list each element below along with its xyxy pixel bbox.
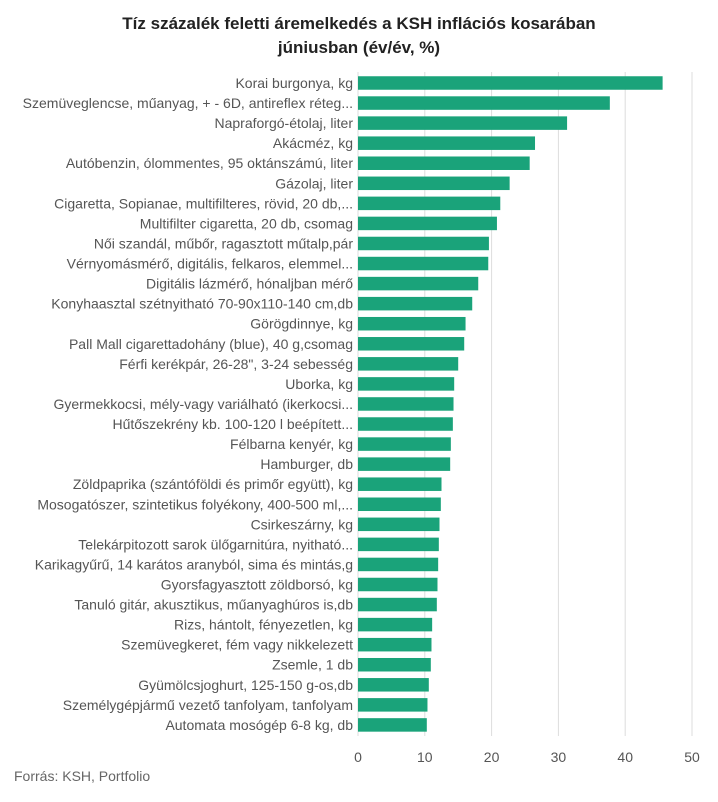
- bar: [358, 96, 610, 110]
- bar: [358, 657, 431, 672]
- x-tick-label: 50: [684, 749, 700, 765]
- category-label: Mosogatószer, szintetikus folyékony, 400…: [37, 496, 353, 512]
- bar: [358, 617, 433, 632]
- category-label: Zöldpaprika (szántóföldi és primőr együt…: [73, 476, 353, 492]
- category-label: Napraforgó-étolaj, liter: [214, 115, 353, 131]
- category-label: Cigaretta, Sopianae, multifilteres, rövi…: [54, 195, 353, 211]
- bar: [358, 136, 536, 150]
- category-label: Automata mosógép 6-8 kg, db: [165, 717, 353, 733]
- category-label: Zsemle, 1 db: [272, 657, 353, 673]
- category-label: Multifilter cigaretta, 20 db, csomag: [140, 215, 353, 231]
- category-label: Hamburger, db: [260, 456, 353, 472]
- x-tick-label: 40: [617, 749, 633, 765]
- bar: [358, 216, 497, 231]
- category-label: Uborka, kg: [285, 376, 353, 392]
- category-label: Autóbenzin, ólommentes, 95 oktánszámú, l…: [66, 155, 353, 171]
- bar: [358, 176, 510, 191]
- category-label: Szemüveglencse, műanyag, + - 6D, antiref…: [23, 95, 353, 111]
- category-label: Férfi kerékpár, 26-28", 3-24 sebesség: [119, 356, 353, 372]
- category-label: Szemüvegkeret, fém vagy nikkelezett: [121, 637, 353, 653]
- category-label: Gyermekkocsi, mély-vagy variálható (iker…: [53, 396, 353, 412]
- bar: [358, 316, 466, 331]
- bar: [358, 437, 451, 451]
- category-label: Vérnyomásmérő, digitális, felkaros, elem…: [67, 256, 353, 272]
- chart-title-line-1: Tíz százalék feletti áremelkedés a KSH i…: [122, 14, 596, 33]
- category-label: Pall Mall cigarettadohány (blue), 40 g,c…: [69, 336, 353, 352]
- category-label: Női szandál, műbőr, ragasztott műtalp,pá…: [94, 235, 353, 251]
- bar: [358, 718, 427, 732]
- bar: [358, 537, 439, 552]
- category-label: Digitális lázmérő, hónaljban mérő: [146, 276, 353, 292]
- bar: [358, 357, 459, 371]
- bar: [358, 457, 451, 471]
- bar: [358, 76, 663, 90]
- bar: [358, 196, 501, 211]
- category-label: Akácméz, kg: [273, 135, 353, 151]
- bar: [358, 276, 479, 291]
- category-label: Gázolaj, liter: [275, 175, 353, 191]
- bar: [358, 377, 455, 391]
- category-label: Konyhaasztal szétnyitható 70-90x110-140 …: [51, 296, 353, 312]
- bar: [358, 156, 530, 170]
- bar: [358, 517, 440, 532]
- bar: [358, 256, 489, 271]
- bar: [358, 577, 438, 592]
- bar: [358, 236, 489, 251]
- category-label: Rizs, hántolt, fényezetlen, kg: [174, 617, 353, 633]
- category-label: Félbarna kenyér, kg: [230, 436, 353, 452]
- category-label: Tanuló gitár, akusztikus, műanyaghúros i…: [74, 597, 353, 613]
- source-note: Forrás: KSH, Portfolio: [14, 768, 151, 784]
- category-label: Gyümölcsjoghurt, 125-150 g-os,db: [138, 677, 353, 693]
- x-tick-label: 20: [484, 749, 500, 765]
- bar: [358, 417, 453, 431]
- bar: [358, 637, 432, 652]
- bar: [358, 296, 473, 311]
- category-label: Csirkeszárny, kg: [251, 516, 353, 532]
- x-tick-label: 0: [354, 749, 362, 765]
- category-label: Személygépjármű vezető tanfolyam, tanfol…: [63, 697, 353, 713]
- category-label: Karikagyűrű, 14 karátos aranyból, sima é…: [35, 556, 353, 572]
- bar: [358, 497, 441, 512]
- x-tick-label: 10: [417, 749, 433, 765]
- chart-title-line-2: júniusban (év/év, %): [277, 38, 441, 57]
- bar: [358, 477, 442, 491]
- bar: [358, 698, 428, 712]
- bar: [358, 116, 568, 130]
- chart-title: Tíz százalék feletti áremelkedés a KSH i…: [0, 12, 718, 60]
- category-label: Korai burgonya, kg: [235, 75, 353, 91]
- x-tick-label: 30: [551, 749, 567, 765]
- category-label: Görögdinnye, kg: [250, 316, 353, 332]
- category-label: Telekárpitozott sarok ülőgarnitúra, nyit…: [78, 536, 353, 552]
- bar: [358, 397, 454, 411]
- category-label: Hűtőszekrény kb. 100-120 l beépített...: [113, 416, 353, 432]
- bar: [358, 337, 465, 351]
- bar: [358, 678, 429, 692]
- category-label: Gyorsfagyasztott zöldborsó, kg: [161, 577, 353, 593]
- bar: [358, 597, 437, 612]
- bar: [358, 557, 439, 572]
